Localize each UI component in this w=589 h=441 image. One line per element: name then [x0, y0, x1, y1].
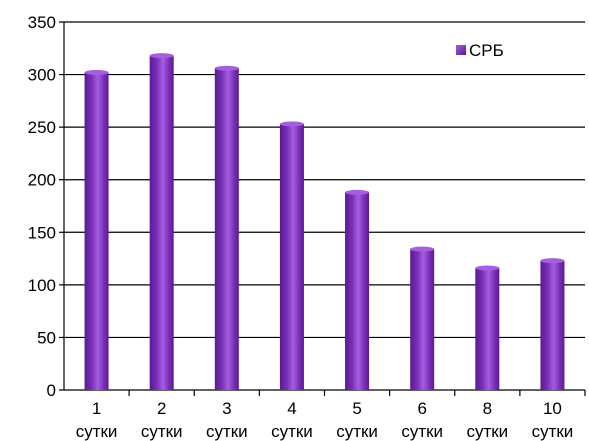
bar-cap	[84, 69, 109, 75]
x-tick-label-unit: сутки	[336, 422, 378, 441]
bar-body	[540, 260, 565, 390]
bars	[84, 53, 565, 391]
legend-swatch	[456, 45, 466, 55]
x-tick-label-number: 4	[287, 399, 296, 418]
y-tick-label: 0	[47, 381, 56, 400]
bar-body	[84, 72, 109, 391]
bar-body	[149, 55, 174, 390]
x-tick-label-unit: сутки	[401, 422, 443, 441]
x-tick-label-unit: сутки	[76, 422, 118, 441]
legend: СРБ	[456, 41, 504, 60]
x-tick-label-number: 3	[222, 399, 231, 418]
bar-body	[410, 249, 435, 390]
bar	[345, 189, 370, 390]
bar	[540, 258, 565, 390]
bar	[475, 265, 500, 390]
bar-body	[214, 68, 239, 391]
y-tick-label: 150	[28, 223, 56, 242]
bar-cap	[410, 246, 435, 252]
y-tick-label: 300	[28, 66, 56, 85]
bar	[279, 121, 304, 390]
bar	[84, 69, 109, 391]
y-tick-label: 100	[28, 276, 56, 295]
bar-cap	[540, 258, 565, 264]
x-tick-label-unit: сутки	[206, 422, 248, 441]
bar-body	[475, 268, 500, 390]
x-tick-label-number: 1	[92, 399, 101, 418]
bar	[214, 65, 239, 391]
bar-cap	[345, 189, 370, 195]
bar-cap	[279, 121, 304, 127]
bar-cap	[149, 53, 174, 59]
x-tick-label-number: 8	[483, 399, 492, 418]
x-tick-label-unit: сутки	[532, 422, 574, 441]
x-tick-label-unit: сутки	[271, 422, 313, 441]
x-tick-label-number: 5	[352, 399, 361, 418]
y-tick-label: 50	[37, 328, 56, 347]
axes	[59, 21, 586, 396]
x-tick-label-number: 6	[417, 399, 426, 418]
x-tick-labels: 1 сутки 2 сутки 3 сутки 4 сутки 5 сутки 6 сутки 8 сут…	[76, 399, 574, 441]
x-tick-label-unit: сутки	[141, 422, 183, 441]
bar-body	[345, 192, 370, 390]
x-tick-label-unit: сутки	[466, 422, 508, 441]
legend-label: СРБ	[469, 41, 504, 60]
y-tick-labels: 0 50 100 150 200 250 300 350	[28, 13, 56, 400]
bar	[410, 246, 435, 390]
y-tick-label: 350	[28, 13, 56, 32]
x-tick-label-number: 2	[157, 399, 166, 418]
bar-cap	[475, 265, 500, 271]
bar-body	[279, 123, 304, 390]
bar-cap	[214, 65, 239, 71]
y-tick-label: 250	[28, 118, 56, 137]
bar	[149, 53, 174, 390]
y-tick-label: 200	[28, 171, 56, 190]
x-tick-label-number: 10	[543, 399, 562, 418]
gridlines	[64, 21, 585, 339]
